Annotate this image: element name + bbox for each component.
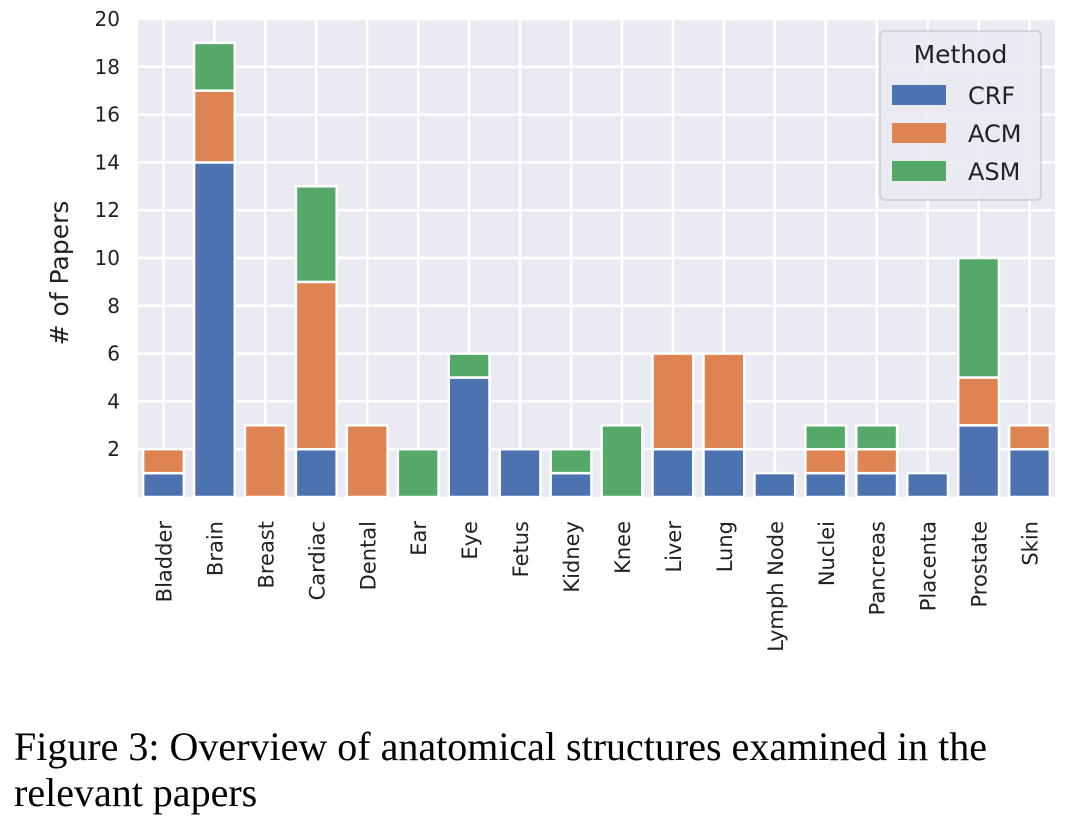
- bar-acm-cardiac: [294, 280, 338, 451]
- legend-label-asm: ASM: [968, 158, 1020, 186]
- bar-crf-nuclei: [804, 471, 848, 499]
- x-tick-label: Prostate: [968, 521, 992, 608]
- bar-asm-prostate: [956, 256, 1001, 379]
- bar-asm-nuclei: [804, 424, 848, 451]
- bar-crf-placenta: [906, 471, 950, 499]
- legend-box: [879, 30, 1042, 201]
- x-tick-label: Dental: [356, 521, 380, 590]
- figure-caption: Figure 3: Overview of anatomical structu…: [14, 724, 988, 815]
- x-tick-label: Placenta: [917, 521, 941, 611]
- bar-crf-liver: [651, 447, 695, 499]
- x-tick-label: Knee: [611, 521, 635, 574]
- bar-acm-bladder: [141, 447, 186, 475]
- bar-asm-pancreas: [855, 424, 899, 451]
- grid-lines: [138, 17, 1055, 497]
- x-tick-label: Cardiac: [305, 521, 329, 600]
- bar-asm-ear: [396, 447, 440, 499]
- x-tick-label: Ear: [407, 521, 431, 556]
- bar-acm-prostate: [956, 376, 1001, 427]
- bar-asm-eye: [447, 352, 491, 379]
- y-tick-label: 6: [107, 342, 120, 366]
- bar-crf-skin: [1007, 447, 1052, 499]
- bars: [141, 41, 1052, 499]
- bar-crf-bladder: [141, 471, 186, 499]
- bar-acm-dental: [345, 424, 389, 499]
- bar-crf-eye: [447, 376, 491, 499]
- bar-crf-fetus: [498, 447, 542, 499]
- x-tick-label: Liver: [662, 521, 686, 573]
- y-tick-label: 4: [107, 389, 120, 413]
- bar-crf-lymph-node: [753, 471, 797, 499]
- x-tick-label: Nuclei: [815, 521, 839, 586]
- y-tick-labels: 2 4 6 8 10 12 14 16 18 20: [95, 7, 120, 461]
- x-tick-label: Eye: [458, 521, 482, 560]
- x-tick-label: Breast: [254, 521, 278, 589]
- x-tick-label: Pancreas: [866, 521, 890, 615]
- x-tick-label: Fetus: [509, 521, 533, 577]
- stacked-bar-chart: 2 4 6 8 10 12 14 16 18 20 Bladder Brain Breast Cardi…: [45, 7, 1055, 652]
- y-tick-label: 20: [95, 7, 120, 31]
- x-tick-label: Lung: [713, 521, 737, 572]
- bar-crf-prostate: [956, 424, 1001, 499]
- x-tick-label: Bladder: [152, 521, 176, 603]
- bar-acm-nuclei: [804, 447, 848, 475]
- bar-acm-brain: [192, 89, 237, 164]
- y-tick-label: 2: [107, 437, 120, 461]
- bar-asm-brain: [192, 41, 237, 92]
- legend: Method CRF ACM ASM: [879, 30, 1042, 201]
- x-tick-labels: Bladder Brain Breast Cardiac Dental Ear Eye Fet…: [152, 521, 1042, 652]
- y-tick-label: 16: [95, 103, 120, 127]
- legend-swatch-asm: [892, 161, 946, 181]
- y-tick-label: 14: [95, 150, 120, 174]
- bar-acm-pancreas: [855, 447, 899, 475]
- y-tick-label: 12: [95, 198, 120, 222]
- bar-asm-kidney: [549, 447, 593, 475]
- legend-swatch-acm: [892, 123, 946, 143]
- bar-crf-brain: [192, 161, 237, 499]
- bar-acm-breast: [243, 424, 287, 499]
- bar-crf-cardiac: [294, 447, 338, 499]
- legend-title: Method: [914, 40, 1008, 69]
- y-axis-title: # of Papers: [45, 201, 74, 346]
- bar-asm-knee: [600, 424, 644, 499]
- x-tick-label: Kidney: [560, 521, 584, 593]
- y-tick-label: 10: [95, 246, 120, 270]
- x-tick-label: Lymph Node: [764, 521, 788, 652]
- bar-acm-skin: [1007, 424, 1052, 451]
- bar-asm-cardiac: [294, 185, 338, 284]
- y-tick-label: 18: [95, 55, 120, 79]
- legend-label-acm: ACM: [968, 120, 1021, 148]
- bar-acm-liver: [651, 352, 695, 451]
- x-tick-label: Skin: [1019, 521, 1043, 566]
- legend-swatch-crf: [892, 85, 946, 105]
- bar-acm-lung: [702, 352, 746, 451]
- bar-crf-lung: [702, 447, 746, 499]
- legend-label-crf: CRF: [968, 82, 1015, 110]
- legend-items: CRF ACM ASM: [892, 82, 1021, 186]
- bar-crf-kidney: [549, 471, 593, 499]
- y-tick-label: 8: [107, 294, 120, 318]
- bar-crf-pancreas: [855, 471, 899, 499]
- x-tick-label: Brain: [203, 521, 227, 576]
